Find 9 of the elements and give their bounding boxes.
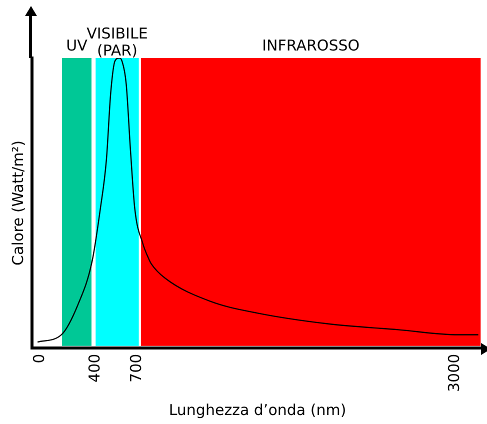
band-label: INFRAROSSO	[262, 36, 360, 54]
x-tick-label: 3000	[445, 354, 464, 392]
band-label: VISIBILE (PAR)	[86, 24, 148, 60]
x-tick-label: 400	[86, 354, 104, 382]
x-tick-label: 700	[127, 354, 146, 382]
x-axis-title: Lunghezza d’onda (nm)	[168, 400, 346, 419]
y-axis-title: Calore (Watt/m²)	[8, 140, 27, 266]
band-label: UV	[66, 36, 88, 54]
x-tick-label: 0	[30, 354, 48, 364]
